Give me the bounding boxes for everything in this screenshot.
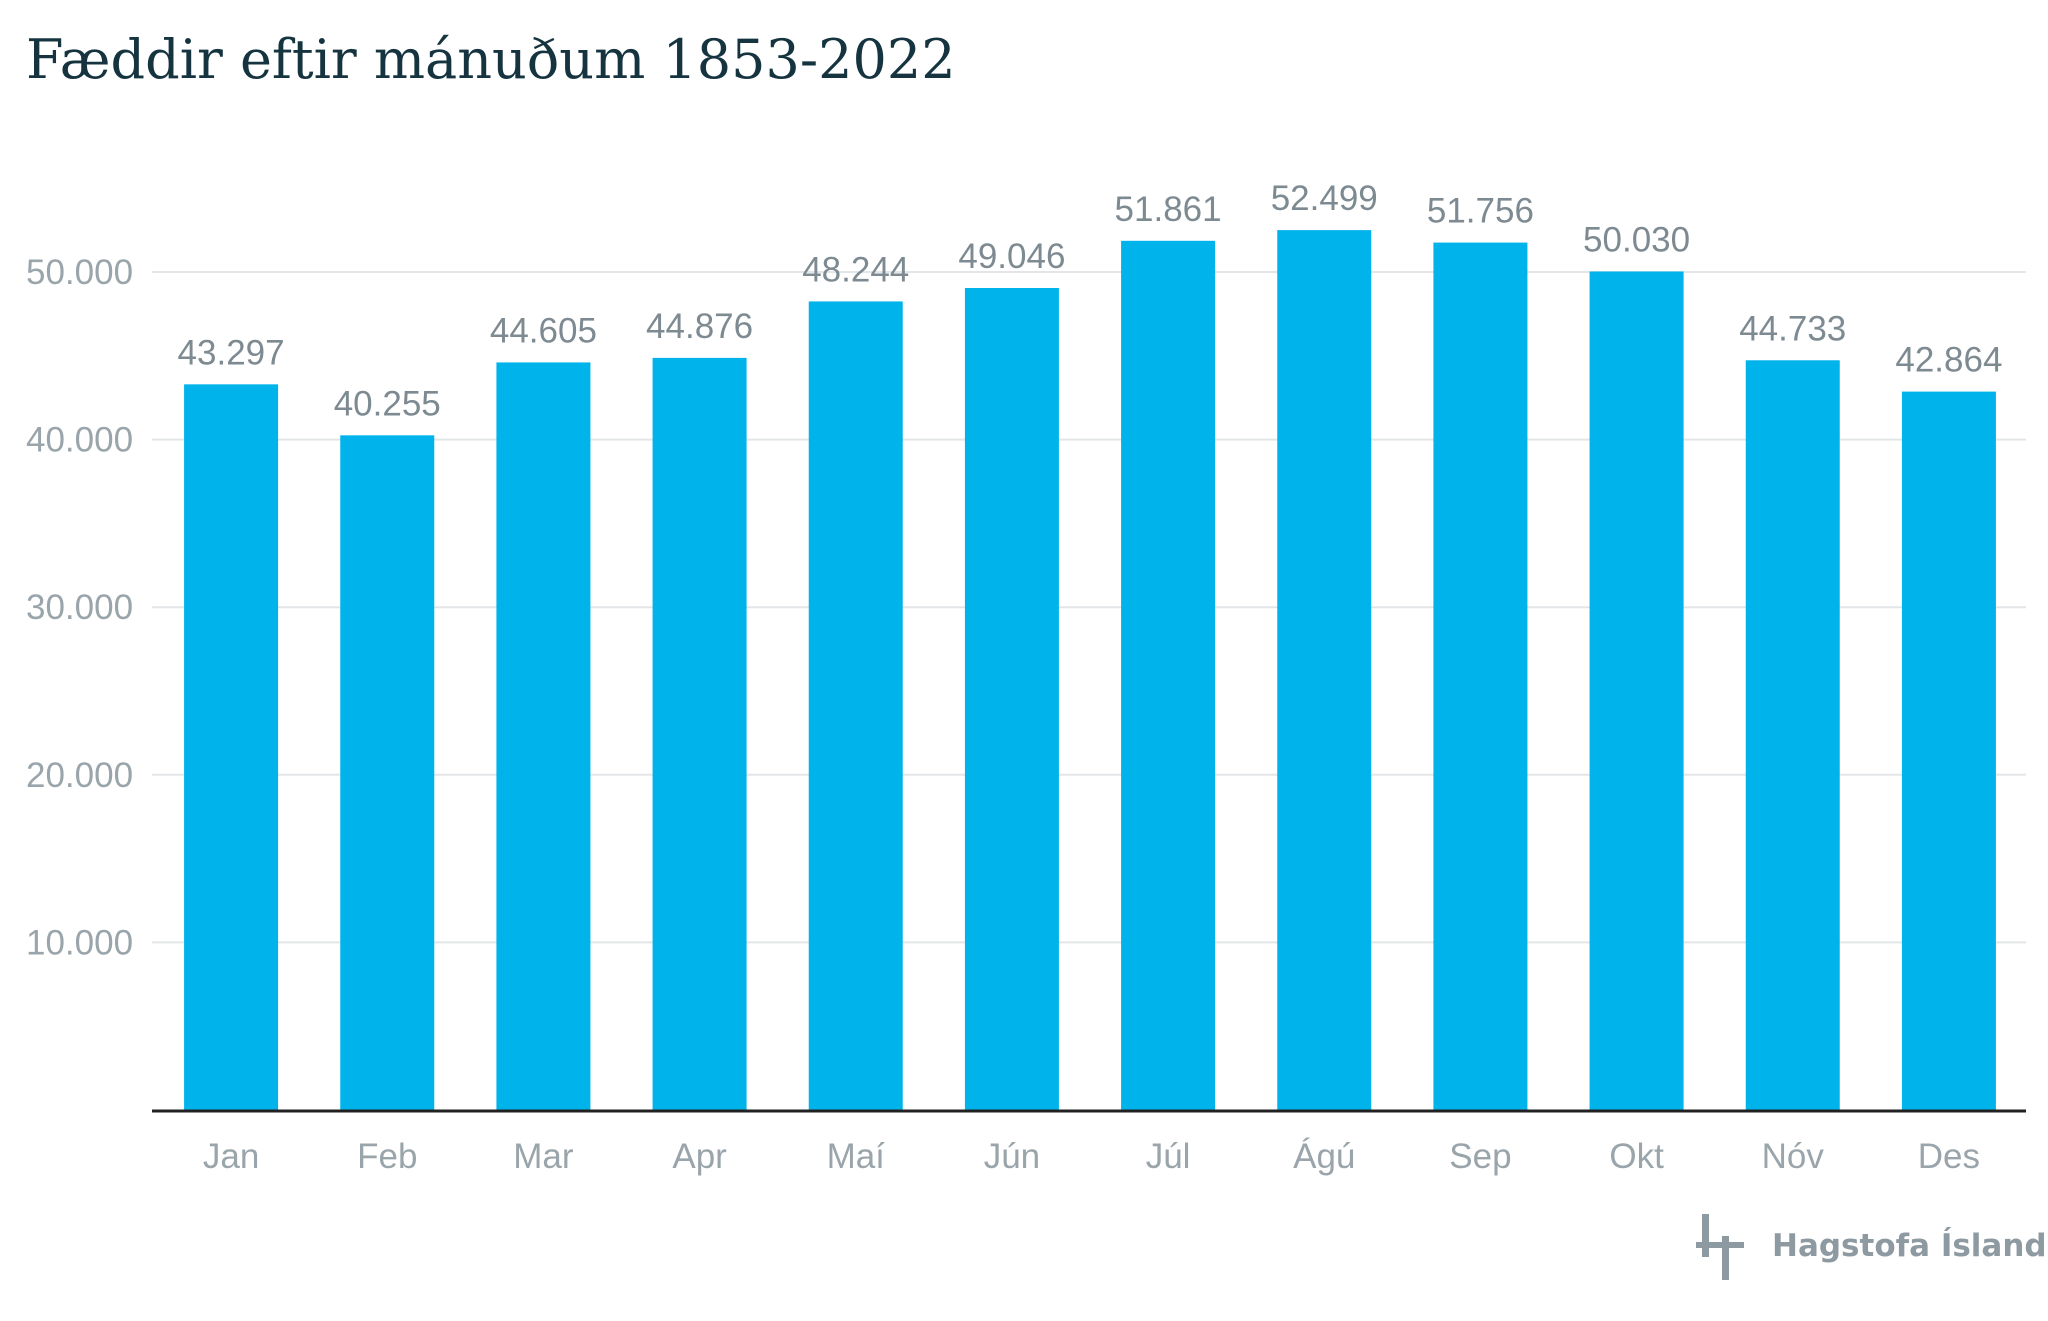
- y-tick-label: 50.000: [26, 253, 133, 292]
- bar: [184, 384, 279, 1110]
- x-tick-label: Jan: [203, 1137, 259, 1176]
- y-axis-tick-labels: 10.000 20.000 30.000 40.000 50.000: [26, 253, 133, 962]
- brand-name: Hagstofa Íslands: [1772, 1228, 2048, 1264]
- bar-value-label: 44.605: [490, 311, 597, 350]
- x-tick-label: Mar: [513, 1137, 574, 1176]
- bar: [340, 435, 435, 1111]
- bar: [1277, 230, 1372, 1110]
- bar-value-label: 40.255: [334, 384, 441, 423]
- x-tick-label: Maí: [827, 1137, 886, 1176]
- bar-value-label: 43.297: [178, 333, 285, 372]
- bar-value-label: 44.733: [1739, 309, 1846, 348]
- x-tick-label: Júl: [1146, 1137, 1191, 1176]
- x-tick-label: Okt: [1609, 1137, 1664, 1176]
- bar: [1121, 240, 1216, 1111]
- hagstofa-logo-icon: [1696, 1214, 1744, 1280]
- y-tick-label: 10.000: [26, 923, 133, 962]
- chart-title: Fæddir eftir mánuðum 1853-2022: [26, 28, 956, 91]
- bar-value-label: 51.756: [1427, 192, 1534, 231]
- x-tick-label: Sep: [1449, 1137, 1511, 1176]
- bar: [1589, 271, 1684, 1110]
- bar: [1433, 242, 1528, 1110]
- y-tick-label: 40.000: [26, 421, 133, 460]
- x-tick-label: Des: [1918, 1137, 1980, 1176]
- x-tick-label: Feb: [357, 1137, 417, 1176]
- bar-value-label: 52.499: [1271, 179, 1378, 218]
- bar: [964, 287, 1059, 1111]
- bar-value-label: 44.876: [646, 307, 753, 346]
- y-tick-label: 20.000: [26, 756, 133, 795]
- bar-value-label: 49.046: [958, 237, 1065, 276]
- brand-logo: Hagstofa Íslands: [1696, 1212, 2048, 1282]
- x-tick-label: Jún: [984, 1137, 1040, 1176]
- bar-value-label: 42.864: [1895, 341, 2002, 380]
- bar-value-label: 51.861: [1115, 190, 1222, 229]
- bar: [1745, 360, 1840, 1111]
- x-tick-label: Apr: [672, 1137, 727, 1176]
- bar: [808, 301, 903, 1111]
- x-axis-tick-labels: Jan Feb Mar Apr Maí Jún Júl Ágú Sep Okt Nóv Des: [203, 1137, 1980, 1176]
- bar: [496, 362, 591, 1111]
- bar-value-label: 50.030: [1583, 220, 1690, 259]
- bar-value-label: 48.244: [802, 250, 909, 289]
- bar: [652, 357, 747, 1110]
- bars: [184, 230, 1996, 1111]
- x-tick-label: Ágú: [1293, 1137, 1355, 1176]
- bar-value-labels: 43.297 40.255 44.605 44.876 48.244 49.046 51.8…: [178, 179, 2003, 423]
- x-tick-label: Nóv: [1762, 1137, 1825, 1176]
- y-tick-label: 30.000: [26, 588, 133, 627]
- gridlines: [152, 271, 2026, 944]
- bar: [1901, 391, 1996, 1110]
